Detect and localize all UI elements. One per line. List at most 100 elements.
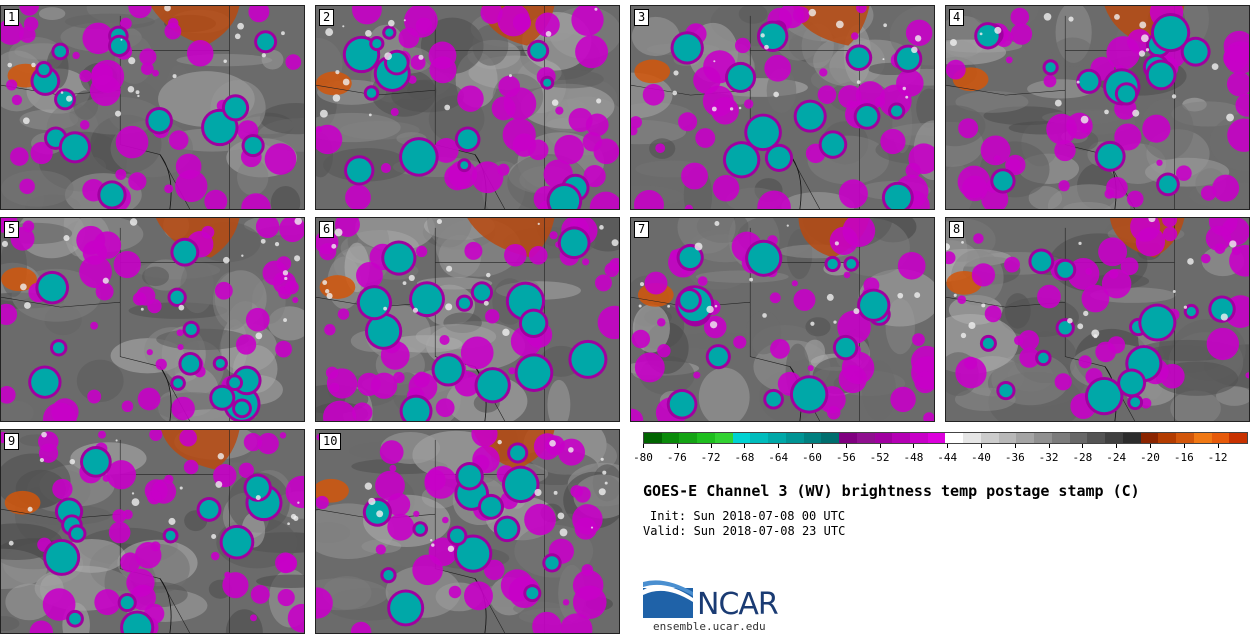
colorbar-segment: [1122, 433, 1141, 443]
convective-cell: [1085, 267, 1093, 275]
colorbar-tick-label: -68: [734, 451, 755, 464]
convective-cell: [1200, 185, 1217, 201]
panel-map: [316, 6, 619, 209]
convective-cell: [946, 251, 956, 265]
postage-stamp-panel-6: 6: [315, 217, 620, 422]
cold-cloud-top: [510, 445, 526, 461]
high-moisture-speck: [594, 7, 598, 11]
cold-cloud-top: [860, 291, 888, 319]
convective-cell: [633, 189, 664, 209]
convective-cell: [642, 83, 665, 106]
cold-cloud-top: [1031, 251, 1052, 272]
high-moisture-speck: [114, 110, 122, 117]
convective-cell: [483, 559, 505, 581]
convective-cell: [19, 178, 35, 195]
high-moisture-speck: [1140, 34, 1149, 43]
convective-cell: [429, 56, 457, 84]
high-moisture-speck: [365, 30, 372, 37]
high-moisture-speck: [388, 19, 395, 27]
convective-cell: [957, 165, 991, 199]
convective-cell: [568, 108, 593, 133]
moisture-patch: [1028, 186, 1063, 209]
moisture-patch: [261, 49, 284, 70]
convective-cell: [711, 97, 739, 125]
cold-cloud-top: [549, 186, 580, 209]
cold-cloud-top: [385, 28, 394, 37]
colorbar-segment: [821, 433, 840, 443]
panel-number: 9: [4, 433, 20, 450]
panel-map: [316, 218, 619, 421]
convective-cell: [112, 509, 127, 523]
cold-cloud-top: [100, 183, 124, 207]
convective-cell: [957, 295, 967, 305]
colorbar-tick: [643, 444, 644, 448]
convective-cell: [1227, 118, 1249, 152]
convective-cell: [631, 329, 651, 349]
cold-cloud-top: [54, 45, 67, 58]
high-moisture-speck: [294, 255, 301, 262]
panel-number: 3: [634, 9, 650, 26]
high-moisture-speck: [31, 62, 36, 68]
high-moisture-speck: [960, 332, 967, 339]
convective-cell: [1176, 165, 1192, 181]
convective-cell: [850, 32, 859, 40]
high-moisture-speck: [760, 33, 765, 38]
high-moisture-speck: [502, 328, 510, 337]
colorbar-tick: [845, 444, 847, 448]
convective-cell: [842, 218, 876, 248]
cold-cloud-top: [110, 37, 128, 55]
cold-cloud-top: [1079, 71, 1099, 91]
high-moisture-speck: [164, 6, 171, 12]
convective-cell: [684, 204, 694, 209]
high-moisture-speck: [284, 276, 288, 281]
moisture-patch: [180, 259, 214, 314]
moisture-patch: [805, 317, 831, 337]
convective-cell: [528, 246, 548, 265]
convective-cell: [136, 286, 156, 306]
convective-cell: [1162, 226, 1178, 242]
high-moisture-speck: [8, 540, 14, 546]
moisture-patch: [916, 88, 934, 129]
high-moisture-speck: [672, 90, 678, 96]
colorbar-tick-label: -76: [666, 451, 687, 464]
convective-cell: [204, 189, 228, 209]
convective-cell: [498, 75, 521, 98]
colorbar-segment: [980, 433, 999, 443]
high-moisture-speck: [293, 515, 299, 522]
cold-cloud-top: [669, 391, 695, 417]
convective-cell: [460, 336, 494, 370]
high-moisture-speck: [534, 488, 542, 496]
high-moisture-speck: [261, 53, 266, 58]
moisture-patch: [64, 13, 155, 30]
high-moisture-speck: [553, 490, 558, 495]
postage-stamp-panel-1: 1: [0, 5, 305, 210]
high-moisture-speck: [294, 218, 302, 225]
high-moisture-speck: [599, 225, 604, 230]
convective-cell: [1010, 23, 1033, 45]
cold-cloud-top: [402, 397, 430, 421]
high-moisture-speck: [281, 31, 285, 36]
cold-cloud-top: [366, 88, 377, 98]
high-moisture-speck: [808, 8, 817, 17]
high-moisture-speck: [137, 94, 140, 98]
high-moisture-speck: [63, 234, 70, 242]
convective-cell: [42, 588, 76, 621]
colorbar-tick-label: -12: [1207, 451, 1228, 464]
colorbar-tick-label: -56: [835, 451, 856, 464]
high-moisture-speck: [1132, 109, 1140, 117]
high-moisture-speck: [1148, 218, 1156, 223]
colorbar-segment: [714, 433, 733, 443]
high-moisture-speck: [335, 70, 340, 75]
cold-cloud-top: [367, 315, 400, 347]
high-moisture-speck: [69, 458, 76, 465]
high-moisture-speck: [953, 293, 957, 297]
high-moisture-speck: [486, 272, 491, 278]
postage-stamp-panel-3: 3: [630, 5, 935, 210]
dry-air-region: [319, 275, 356, 299]
convective-cell: [778, 6, 805, 29]
convective-cell: [655, 143, 666, 154]
colorbar-tick: [1014, 444, 1016, 448]
cold-cloud-top: [386, 52, 407, 73]
high-moisture-speck: [1, 240, 9, 248]
cold-cloud-top: [1211, 298, 1233, 320]
